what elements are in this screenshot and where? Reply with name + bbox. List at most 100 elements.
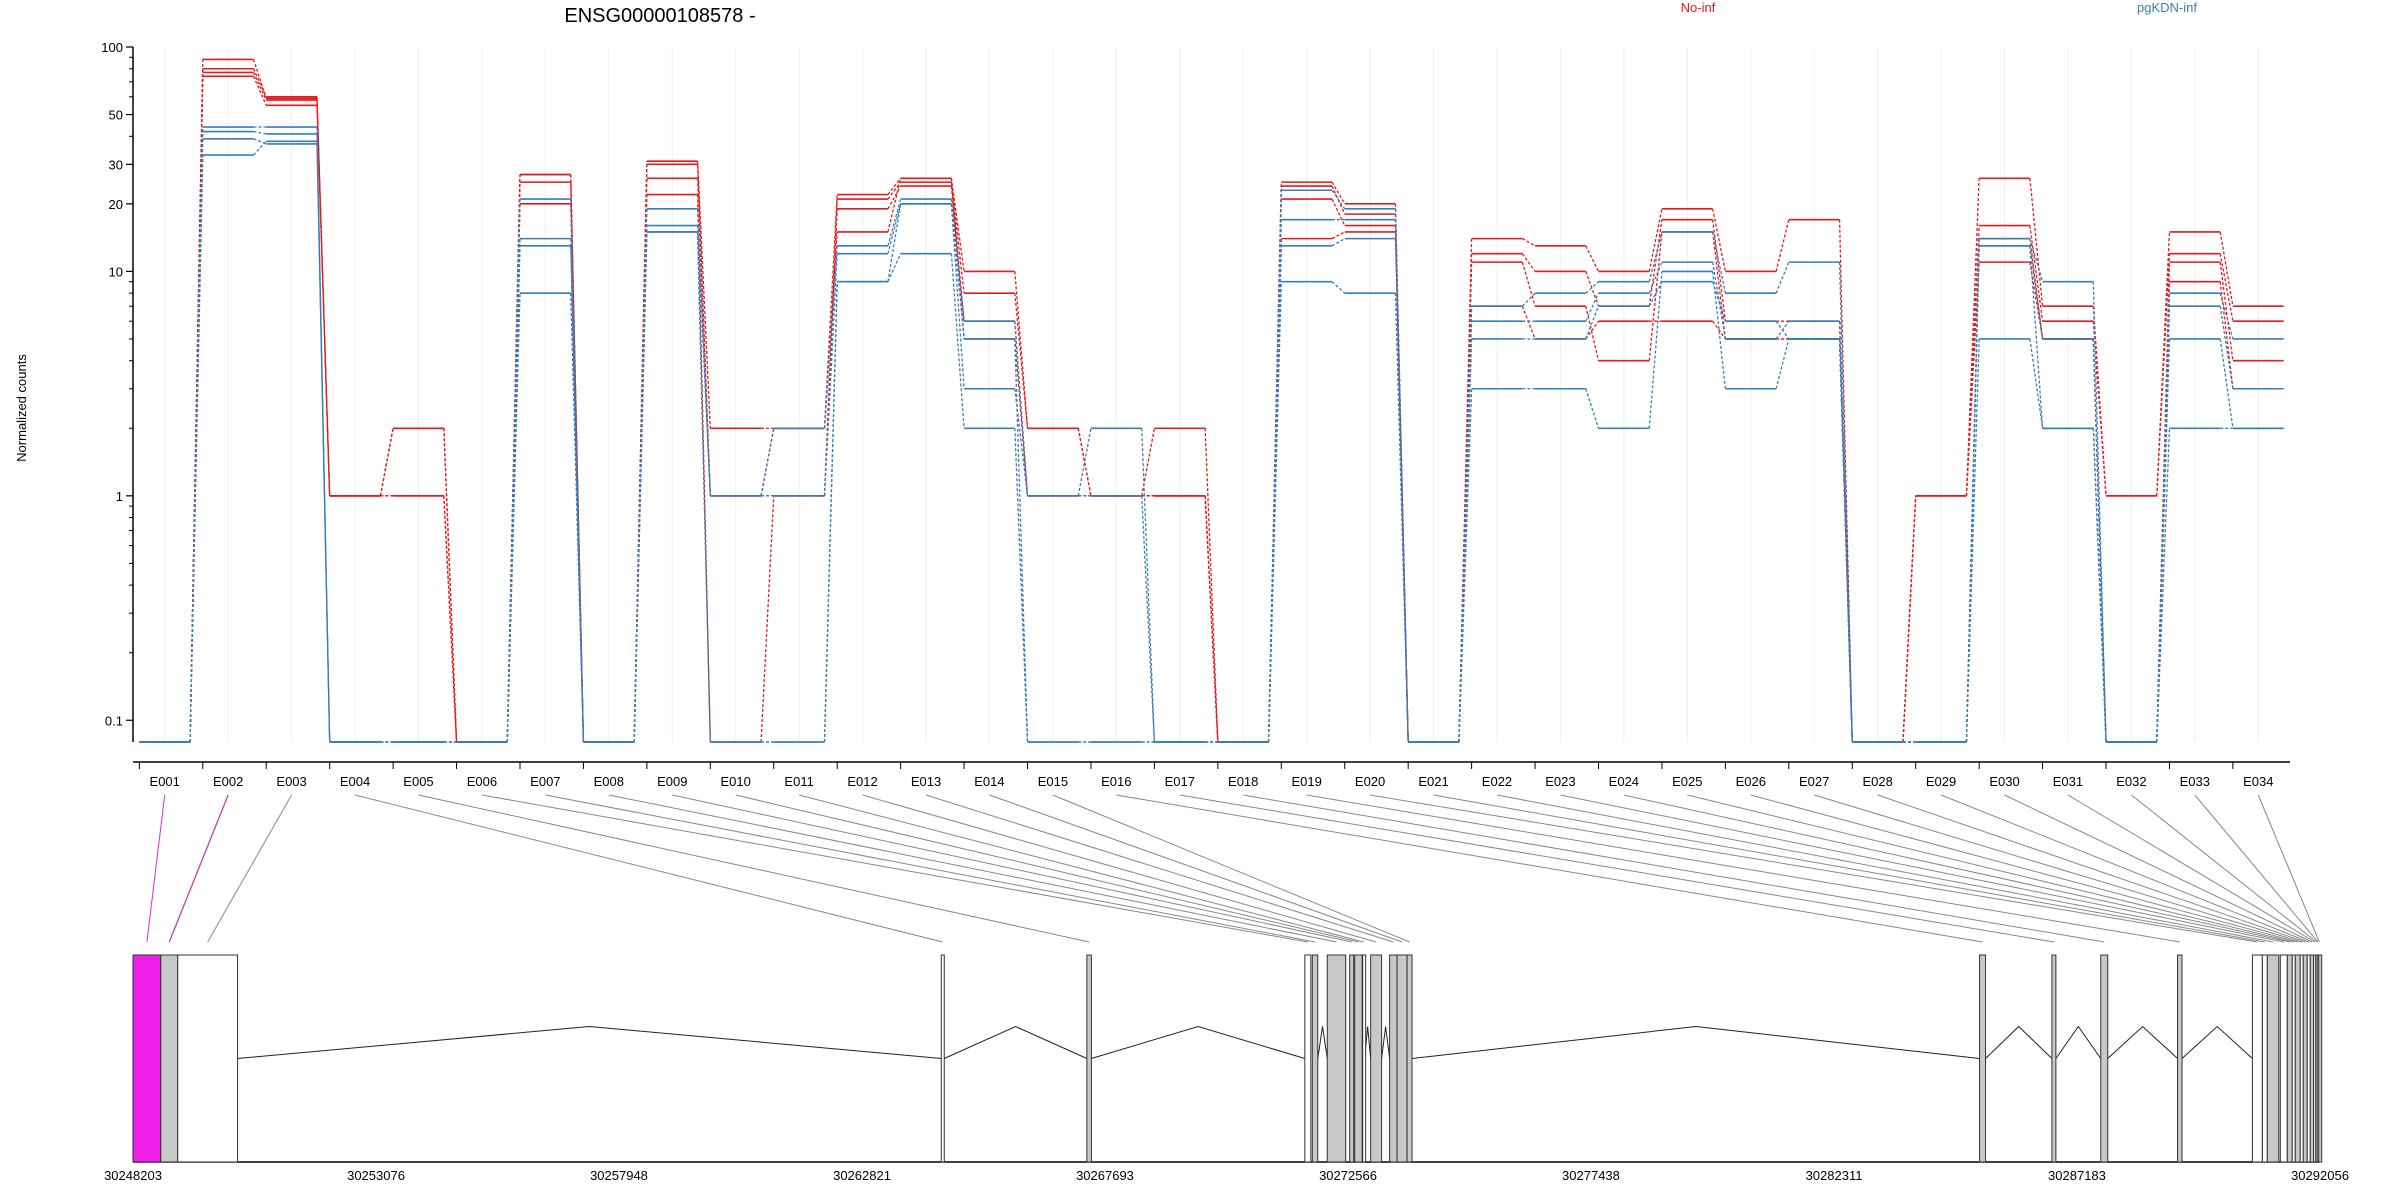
series-connector <box>950 253 965 429</box>
series-pgkdn-inf-6 <box>139 137 2284 743</box>
y-tick-label: 0.1 <box>105 713 123 728</box>
series-connector <box>1965 245 1980 743</box>
series-connector <box>2029 178 2044 307</box>
legend-entry-no-inf: No-inf <box>1681 0 1716 15</box>
x-tick-label: E021 <box>1418 774 1448 789</box>
series-connector <box>2029 245 2044 429</box>
exon-connector-line <box>1496 794 2274 943</box>
gene-model: 30248203 30253076 30257948 30262821 30267693… <box>104 954 2349 1183</box>
series-connector <box>1331 231 1346 240</box>
exon-box-e028 <box>2302 954 2308 1163</box>
axes: 0.1 1 10 20 30 50 100 E001 E002 E003 E004 E005 E006 E… <box>101 40 2290 789</box>
intron-line <box>1091 1025 1305 1059</box>
x-tick-label: E019 <box>1291 774 1321 789</box>
exon-box-e003 <box>177 954 239 1163</box>
intron-line <box>1317 1026 1328 1059</box>
series-connector <box>633 231 648 743</box>
series-connector <box>1458 338 1473 743</box>
exon-connector-line <box>1243 794 2105 943</box>
series-connector <box>1712 281 1726 322</box>
series-connector <box>887 198 902 247</box>
intron-line <box>1985 1025 2053 1059</box>
legend-entry-pgkdn-inf: pgKDN-inf <box>2137 0 2197 15</box>
exon-connector-line <box>1370 794 2258 943</box>
series-connector <box>189 59 204 743</box>
exon-box-e016 <box>1979 954 1987 1163</box>
exon-box-e009 <box>1349 954 1355 1163</box>
series-connector <box>2092 321 2107 496</box>
exon-box-e007 <box>1311 954 1319 1163</box>
exon-connector-line <box>1623 794 2290 943</box>
series-connector <box>1775 219 1790 272</box>
series-connector <box>189 155 204 743</box>
x-tick-label: E031 <box>2053 774 2083 789</box>
x-tick-label: E010 <box>721 774 751 789</box>
series-connector <box>2219 253 2234 322</box>
series-connector <box>1775 338 1790 389</box>
series-connector <box>252 76 267 106</box>
x-tick-label: E027 <box>1799 774 1829 789</box>
x-tick-label: E002 <box>213 774 243 789</box>
series-connector <box>887 203 902 254</box>
exon-connector-line <box>1306 794 2180 943</box>
series-connector <box>1141 495 1156 743</box>
series-connector <box>887 203 902 282</box>
series-connector <box>1585 320 1600 340</box>
x-tick-label: E033 <box>2180 774 2210 789</box>
y-tick-label: 1 <box>116 489 123 504</box>
series-connector <box>696 194 711 743</box>
series-pgkdn-inf-4 <box>139 126 2284 743</box>
exon-connector-highlight <box>168 794 229 943</box>
intron-line <box>237 1025 942 1059</box>
exon-connector-line <box>1687 794 2294 943</box>
x-tick-label: E014 <box>974 774 1004 789</box>
x-tick-label: E016 <box>1101 774 1131 789</box>
series-connector <box>1585 305 1600 340</box>
grid-lines <box>164 47 2259 742</box>
series-connector <box>887 181 902 200</box>
series-connector <box>1585 271 1600 307</box>
series-connector <box>2029 262 2044 340</box>
series-connector <box>696 161 711 429</box>
exon-connector-line <box>2004 794 2313 943</box>
series-connector <box>1331 238 1346 247</box>
x-tick-label: E008 <box>594 774 624 789</box>
series-connector <box>2156 428 2171 743</box>
series-connector <box>1331 281 1346 294</box>
series-no-inf-3 <box>139 58 2284 743</box>
exon-box-e006 <box>1304 954 1312 1163</box>
series-connector <box>1521 253 1536 272</box>
series-connector <box>950 178 965 272</box>
exon-box-e002 <box>160 954 179 1163</box>
x-tick-label: E004 <box>340 774 370 789</box>
intron-line <box>2107 1025 2178 1059</box>
x-tick-label: E028 <box>1862 774 1892 789</box>
x-tick-label: E011 <box>784 774 813 789</box>
exon-connector-line <box>354 794 943 943</box>
exon-box-e022 <box>2266 954 2280 1163</box>
series-connector <box>2029 225 2044 322</box>
coordinate-tick-label: 30287183 <box>2048 1168 2106 1183</box>
series-connector <box>696 231 711 743</box>
x-tick-label: E022 <box>1482 774 1512 789</box>
exon-connector-line <box>989 794 1403 943</box>
series-connector <box>1077 428 1092 496</box>
coordinate-tick-label: 30267693 <box>1076 1168 1134 1183</box>
exon-connector-line <box>1877 794 2306 943</box>
series-connector <box>506 245 521 743</box>
series-connector <box>1712 262 1727 340</box>
exon-connector-line <box>1116 794 1983 943</box>
exon-connectors <box>146 794 2320 943</box>
series-connector <box>760 428 775 496</box>
x-tick-label: E029 <box>1926 774 1956 789</box>
series-connector <box>950 203 965 340</box>
series-connector <box>1204 495 1219 743</box>
series-pgkdn-inf-5 <box>139 130 2284 743</box>
intron-line <box>2181 1025 2253 1059</box>
y-axis-label: Normalized counts <box>14 354 29 462</box>
x-tick-label: E017 <box>1165 774 1195 789</box>
series-connector <box>1267 245 1282 743</box>
exon-box-e013 <box>1389 954 1398 1163</box>
series-connector <box>2219 262 2234 361</box>
